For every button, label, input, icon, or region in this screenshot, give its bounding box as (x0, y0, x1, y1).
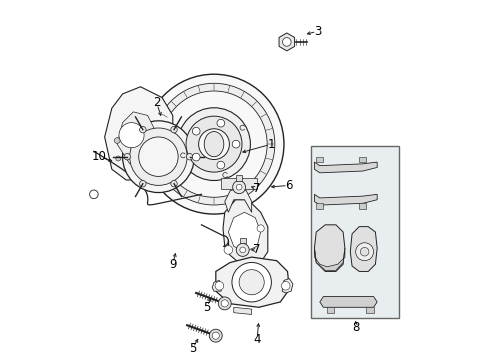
Polygon shape (314, 248, 344, 270)
Circle shape (170, 126, 177, 133)
Circle shape (236, 184, 242, 190)
Circle shape (198, 129, 229, 159)
Text: 9: 9 (169, 258, 176, 271)
Circle shape (185, 116, 242, 172)
Circle shape (186, 153, 192, 160)
Circle shape (217, 161, 224, 169)
Text: 2: 2 (153, 96, 160, 109)
Polygon shape (221, 178, 237, 189)
Polygon shape (279, 33, 294, 51)
Circle shape (217, 120, 224, 127)
Circle shape (124, 153, 130, 160)
Circle shape (192, 127, 200, 135)
Circle shape (139, 180, 146, 187)
Circle shape (89, 190, 98, 199)
Circle shape (239, 270, 264, 295)
Circle shape (282, 38, 290, 46)
Circle shape (139, 126, 146, 133)
Bar (236, 175, 242, 181)
Circle shape (218, 297, 231, 310)
Polygon shape (215, 257, 289, 307)
Circle shape (209, 329, 222, 342)
Polygon shape (224, 187, 251, 212)
Polygon shape (233, 307, 251, 315)
Text: 7: 7 (253, 243, 260, 256)
Polygon shape (212, 280, 221, 291)
Polygon shape (349, 226, 376, 271)
Text: 3: 3 (314, 25, 321, 38)
Circle shape (177, 108, 250, 180)
Circle shape (281, 282, 289, 290)
Circle shape (129, 128, 187, 185)
Polygon shape (314, 194, 376, 205)
Circle shape (119, 123, 144, 148)
Text: 8: 8 (351, 320, 359, 333)
Circle shape (192, 153, 200, 161)
Bar (310, 146, 398, 318)
Polygon shape (359, 157, 366, 162)
Polygon shape (228, 212, 260, 252)
Polygon shape (117, 112, 155, 164)
Circle shape (232, 140, 240, 148)
Circle shape (212, 332, 219, 339)
Polygon shape (223, 200, 267, 264)
Circle shape (139, 137, 178, 176)
Circle shape (236, 243, 249, 256)
Polygon shape (241, 178, 257, 189)
Text: 4: 4 (253, 333, 260, 346)
Polygon shape (316, 203, 323, 209)
Text: 6: 6 (285, 179, 292, 192)
Circle shape (232, 181, 245, 194)
Circle shape (116, 156, 121, 161)
Polygon shape (104, 87, 172, 180)
Circle shape (224, 246, 232, 254)
Text: 5: 5 (203, 301, 210, 314)
Circle shape (122, 121, 194, 193)
Circle shape (114, 138, 120, 143)
Polygon shape (319, 297, 376, 307)
Circle shape (360, 247, 368, 256)
Circle shape (215, 282, 223, 290)
Text: 5: 5 (188, 342, 196, 355)
Polygon shape (316, 157, 323, 162)
Polygon shape (326, 307, 333, 313)
Polygon shape (314, 225, 344, 271)
Circle shape (170, 180, 177, 187)
Circle shape (161, 91, 266, 197)
Text: 10: 10 (92, 150, 106, 163)
Circle shape (257, 225, 264, 232)
Bar (239, 238, 245, 243)
Circle shape (153, 83, 274, 205)
Circle shape (231, 262, 271, 302)
Circle shape (144, 74, 284, 214)
Ellipse shape (204, 131, 224, 157)
Text: 1: 1 (267, 138, 275, 150)
Circle shape (239, 247, 245, 253)
Polygon shape (366, 307, 373, 313)
Circle shape (221, 300, 228, 307)
Polygon shape (359, 203, 366, 209)
Polygon shape (282, 279, 292, 293)
Polygon shape (314, 162, 376, 173)
Circle shape (355, 243, 373, 261)
Text: 7: 7 (253, 183, 260, 195)
